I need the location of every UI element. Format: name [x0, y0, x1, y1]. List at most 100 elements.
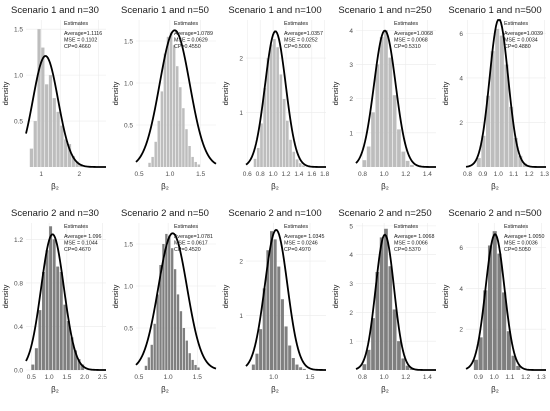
histogram-bar	[289, 139, 292, 167]
x-tick-label: 0.5	[134, 374, 143, 381]
y-tick-label: 2	[459, 327, 463, 334]
legend-stat: MSE = 0.0036	[504, 241, 538, 247]
histogram-bar	[172, 45, 176, 168]
legend-title: Estimates	[504, 224, 528, 230]
histogram-bar	[266, 58, 270, 167]
histogram-bar	[379, 37, 384, 168]
histogram-bar	[284, 326, 288, 370]
histogram-bar	[486, 95, 491, 167]
legend-title: Estimates	[394, 224, 418, 230]
x-tick-label: 1.0	[380, 171, 389, 178]
y-axis-label: density	[331, 81, 340, 105]
histogram-bar	[269, 44, 273, 167]
histogram-bar	[405, 365, 410, 370]
histogram-bar	[41, 47, 45, 167]
histogram-bar	[63, 304, 67, 370]
histogram-bar	[42, 272, 45, 370]
y-tick-label: 0.5	[124, 123, 133, 130]
histogram-bar	[513, 138, 518, 167]
histogram-bar	[270, 231, 274, 370]
x-axis-label: β₂	[161, 385, 169, 394]
histogram-bar	[166, 36, 170, 167]
panel-4: Scenario 1 and n=250 1 2 3 4 0.8 1.0 1.2 1.4 β₂ de…	[331, 5, 436, 191]
legend-stat: Average=1.0068	[394, 31, 433, 37]
histogram-bar	[366, 349, 371, 370]
histogram-bar	[362, 160, 367, 167]
y-tick-label: 1.2	[14, 237, 23, 244]
legend-stat: MSE = 0.0034	[504, 38, 538, 44]
y-tick-label: 0.5	[124, 326, 133, 333]
y-tick-label: 5	[349, 223, 353, 230]
y-axis-label: density	[1, 81, 10, 105]
histogram-bar	[509, 106, 514, 167]
histogram-bar	[263, 88, 267, 167]
histogram-bar	[410, 368, 414, 370]
histogram-bar	[185, 340, 188, 370]
histogram-bar	[179, 87, 182, 167]
y-tick-label: 2	[459, 120, 463, 127]
histogram-bar	[291, 358, 295, 370]
histogram-bar	[302, 368, 306, 370]
x-tick-label: 0.8	[463, 171, 472, 178]
histogram-bar	[256, 147, 260, 167]
legend-title: Estimates	[64, 21, 88, 27]
histogram-bar	[473, 359, 478, 370]
histogram-bar	[154, 141, 157, 167]
histogram-bar	[397, 129, 401, 167]
histogram-bar	[171, 248, 174, 370]
histogram-bar	[487, 245, 493, 370]
y-tick-label: 2	[239, 259, 243, 266]
histogram-bar	[362, 364, 367, 370]
y-tick-label: 1.0	[124, 284, 133, 291]
panel-title: Scenario 2 and n=50	[121, 208, 209, 219]
histogram-bar	[81, 364, 85, 370]
x-tick-label: 1.0	[45, 374, 54, 381]
histogram-bar	[197, 367, 200, 370]
histogram-bar	[483, 290, 488, 370]
y-tick-label: 4	[349, 252, 353, 259]
y-tick-label: 3	[349, 281, 353, 288]
legend-stat: Average=1.0781	[174, 234, 213, 240]
density-curve	[135, 232, 217, 370]
legend-stat: CP=0.5310	[394, 44, 421, 50]
legend-stat: MSE = 0.1044	[64, 241, 98, 247]
histogram-bar	[392, 95, 397, 167]
x-tick-label: 1.2	[281, 171, 290, 178]
histogram-bar	[77, 359, 81, 370]
histogram-bar	[52, 239, 56, 370]
legend-stat: CP=0.4880	[504, 44, 531, 50]
x-axis-label: β₂	[51, 385, 59, 394]
x-tick-label: 0.8	[358, 171, 367, 178]
x-tick-label: 1.0	[494, 171, 503, 178]
x-axis-label: β₂	[381, 385, 389, 394]
histogram-bar	[476, 158, 481, 167]
legend-title: Estimates	[174, 21, 198, 27]
x-axis-label: β₂	[271, 385, 279, 394]
histogram-bar	[371, 318, 375, 370]
histogram-bar	[70, 337, 74, 370]
y-tick-label: 6	[459, 245, 463, 252]
panel-1: Scenario 1 and n=30 0.5 1.0 1.5 1 2 β₂ density E…	[1, 5, 106, 191]
histogram-bar	[251, 364, 255, 370]
x-tick-label: 1.5	[196, 171, 205, 178]
x-tick-label: 1.1	[505, 374, 514, 381]
legend-stat: Average=1.0789	[174, 31, 213, 37]
x-tick-label: 0.8	[256, 171, 265, 178]
y-axis-label: density	[441, 81, 450, 105]
histogram-bar	[495, 28, 500, 168]
density-curve	[245, 228, 326, 371]
histogram-bar	[176, 66, 179, 167]
histogram-bar	[375, 272, 380, 370]
y-tick-label: 2	[349, 310, 353, 317]
histogram-bar	[497, 253, 502, 370]
histogram-bar	[37, 29, 41, 167]
y-tick-label: 0.8	[14, 280, 23, 287]
histogram-bar	[173, 269, 177, 370]
histogram-bar	[280, 299, 284, 370]
x-tick-label: 0.9	[478, 171, 487, 178]
histogram-bar	[163, 53, 167, 167]
histogram-bar	[159, 265, 162, 370]
histogram-bar	[277, 266, 281, 370]
x-tick-label: 2	[78, 171, 82, 178]
